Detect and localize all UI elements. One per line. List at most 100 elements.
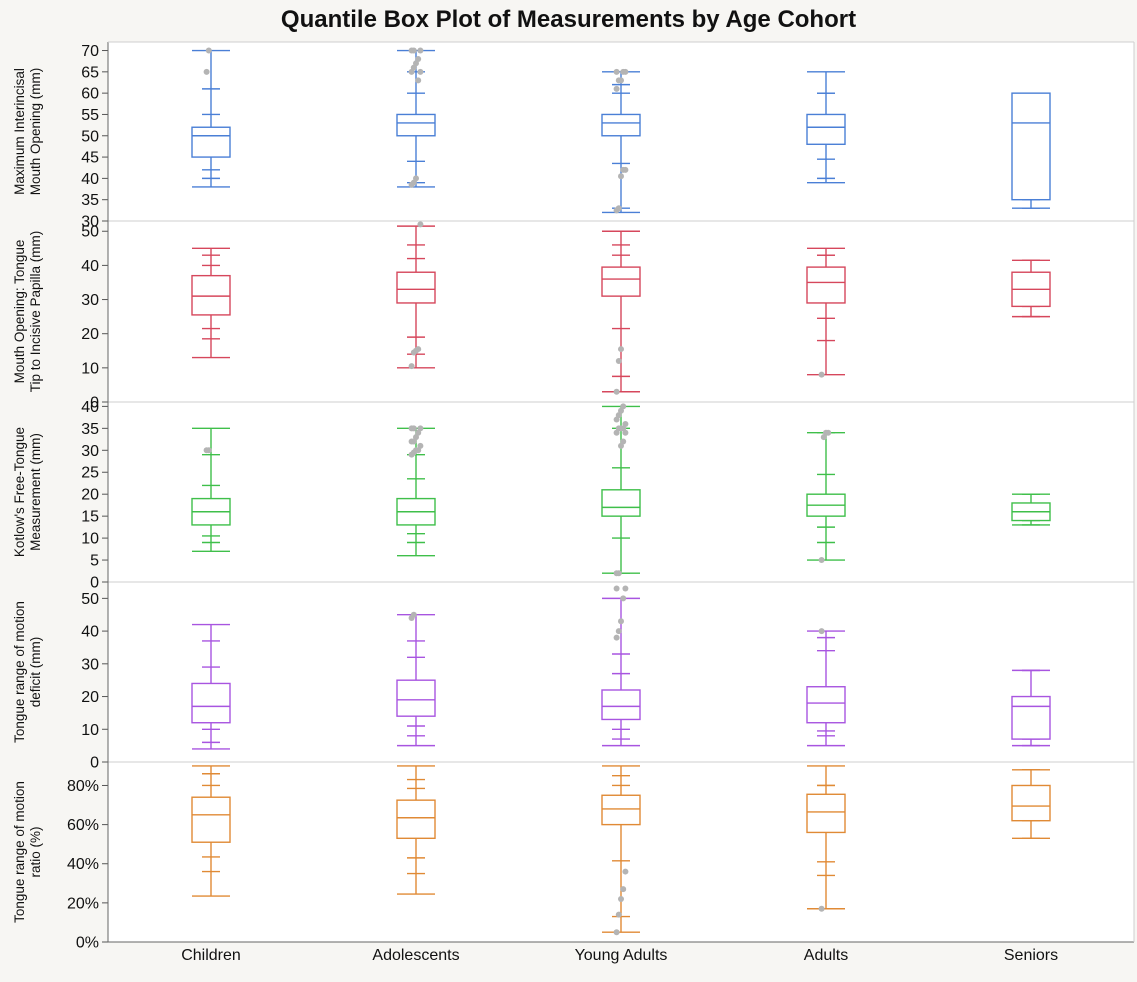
outlier-point	[417, 425, 424, 432]
box	[191, 682, 231, 724]
outlier-point	[818, 628, 825, 635]
outlier-point	[415, 346, 422, 353]
outlier-point	[818, 557, 825, 564]
outlier-point	[410, 425, 417, 432]
outlier-point	[620, 403, 627, 410]
box	[396, 679, 436, 717]
y-axis-label-line: Kotlow's Free-Tongue	[12, 427, 27, 557]
outlier-point	[620, 886, 627, 893]
outlier-point	[417, 221, 424, 228]
x-category-label: Children	[181, 947, 241, 964]
outlier-point	[613, 585, 620, 592]
y-axis-label: Kotlow's Free-TongueMeasurement (mm)	[12, 427, 43, 557]
outlier-point	[618, 346, 624, 353]
outlier-point	[613, 388, 620, 395]
y-tick-label: 0	[90, 575, 99, 592]
box	[1011, 784, 1051, 822]
y-tick-label: 10	[81, 360, 99, 377]
y-tick-label: 50	[81, 128, 99, 145]
y-tick-label: 40	[81, 624, 99, 641]
box	[396, 799, 436, 840]
box	[806, 686, 846, 724]
outlier-point	[417, 47, 424, 54]
y-tick-label: 30	[81, 656, 99, 673]
box	[601, 113, 641, 137]
y-tick-label: 35	[81, 192, 99, 209]
outlier-point	[613, 634, 620, 641]
y-tick-label: 45	[81, 150, 99, 167]
outlier-point	[825, 429, 832, 436]
box	[601, 689, 641, 721]
box	[191, 126, 231, 158]
y-axis-label-line: deficit (mm)	[28, 637, 43, 708]
y-tick-label: 5	[90, 553, 99, 570]
outlier-point	[622, 420, 629, 427]
y-tick-label: 50	[81, 224, 99, 241]
box	[191, 796, 231, 843]
outlier-point	[818, 905, 825, 912]
outlier-point	[205, 47, 212, 54]
outlier-point	[622, 68, 629, 75]
y-tick-label: 20	[81, 487, 99, 504]
box	[1011, 695, 1051, 740]
y-tick-label: 20	[81, 689, 99, 706]
y-tick-label: 40	[81, 171, 99, 188]
y-tick-label: 40	[81, 258, 99, 275]
y-tick-label: 65	[81, 64, 99, 81]
y-tick-label: 0	[90, 395, 99, 412]
y-axis-label-line: ratio (%)	[28, 826, 43, 877]
y-tick-label: 30	[81, 443, 99, 460]
box	[806, 793, 846, 834]
box	[1011, 92, 1051, 201]
box	[601, 266, 641, 297]
y-tick-label: 60	[81, 86, 99, 103]
outlier-point	[622, 166, 629, 173]
y-tick-label: 55	[81, 107, 99, 124]
outlier-point	[615, 628, 622, 635]
y-tick-label: 10	[81, 531, 99, 548]
outlier-point	[408, 363, 415, 370]
outlier-point	[615, 205, 622, 212]
y-tick-label: 15	[81, 509, 99, 526]
outlier-point	[615, 570, 622, 577]
y-tick-label: 20	[81, 326, 99, 343]
y-axis-label-line: Tongue range of motion	[12, 601, 27, 743]
outlier-point	[613, 929, 620, 936]
y-tick-label: 10	[81, 722, 99, 739]
outlier-point	[622, 585, 629, 592]
y-tick-label: 30	[81, 292, 99, 309]
outlier-point	[410, 47, 417, 54]
y-axis-label-line: Measurement (mm)	[28, 433, 43, 551]
y-axis-label-line: Mouth Opening: Tongue	[12, 240, 27, 384]
outlier-point	[615, 911, 622, 918]
y-tick-label: 40%	[67, 856, 99, 873]
outlier-point	[613, 85, 620, 92]
box	[601, 489, 641, 517]
outlier-point	[618, 77, 624, 84]
outlier-point	[415, 56, 422, 63]
y-tick-label: 40	[81, 399, 99, 416]
box	[806, 266, 846, 304]
box	[396, 271, 436, 304]
outlier-point	[618, 895, 624, 902]
y-tick-label: 50	[81, 591, 99, 608]
outlier-point	[415, 77, 422, 84]
y-axis-label: Mouth Opening: TongueTip to Incisive Pap…	[12, 231, 43, 393]
outlier-point	[613, 68, 620, 75]
x-category-label: Seniors	[1004, 947, 1058, 964]
y-axis-label-line: Mouth Opening (mm)	[28, 68, 43, 196]
outlier-point	[413, 175, 419, 182]
box	[806, 113, 846, 145]
y-axis-label-line: Tongue range of motion	[12, 781, 27, 923]
y-tick-label: 80%	[67, 778, 99, 795]
box	[191, 274, 231, 316]
y-tick-label: 20%	[67, 895, 99, 912]
outlier-point	[622, 868, 629, 875]
box	[601, 794, 641, 826]
outlier-point	[615, 358, 622, 365]
chart-title: Quantile Box Plot of Measurements by Age…	[280, 6, 857, 33]
outlier-point	[818, 371, 825, 378]
y-tick-label: 0	[90, 755, 99, 772]
x-category-label: Adolescents	[372, 947, 459, 964]
